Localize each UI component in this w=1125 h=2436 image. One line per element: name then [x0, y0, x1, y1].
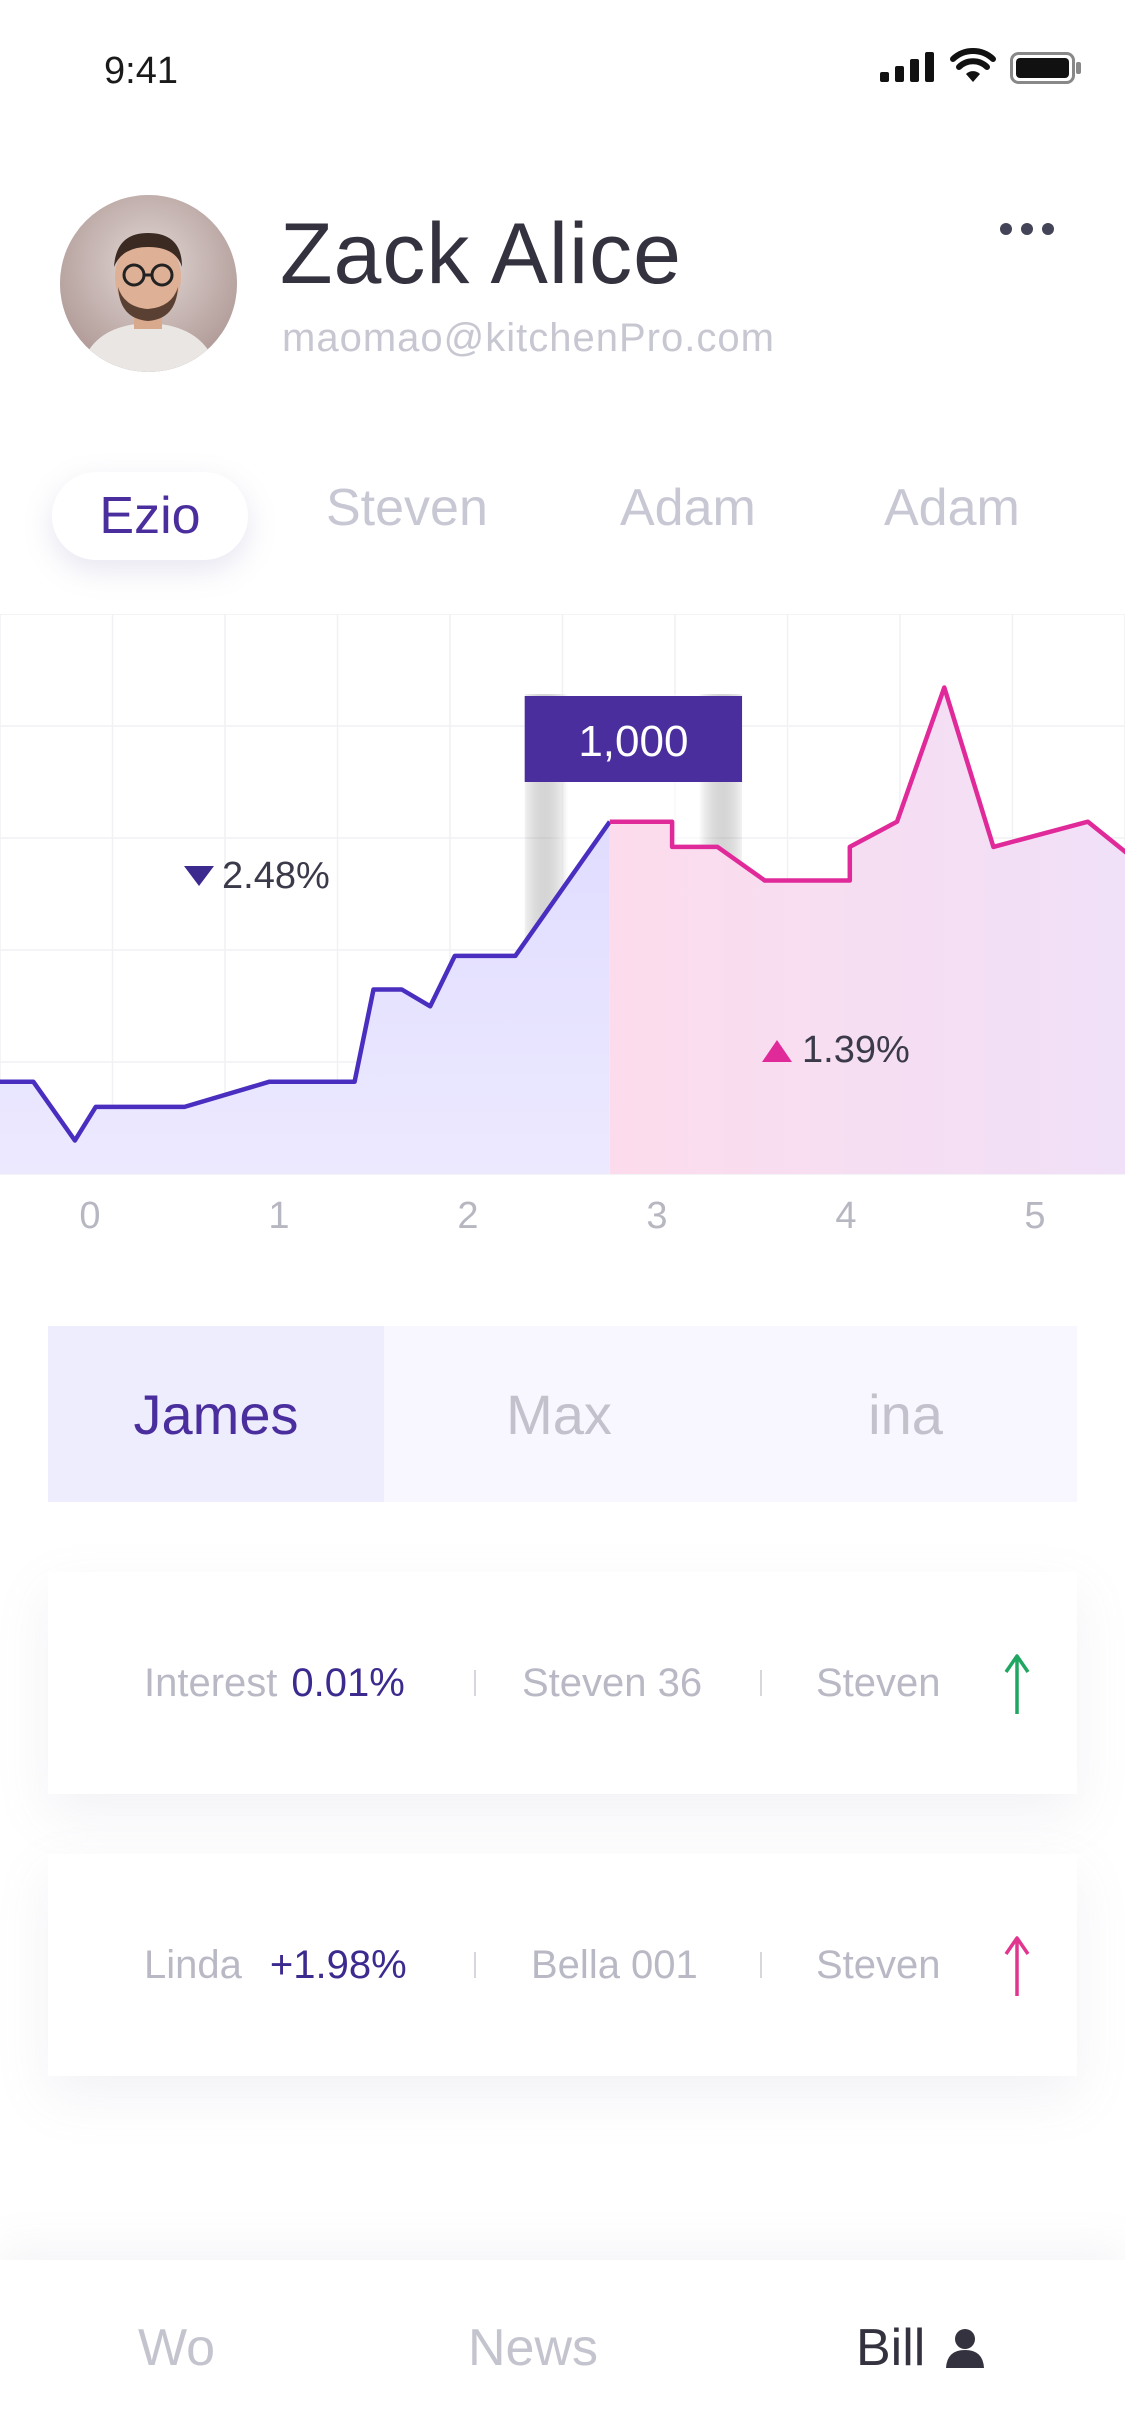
series-area-pink — [609, 687, 1125, 1174]
series-line-pink — [609, 685, 1125, 883]
avatar[interactable] — [60, 195, 237, 372]
tab-steven[interactable]: Steven — [326, 479, 488, 537]
annotation-down: 2.48% — [222, 855, 330, 897]
list-item[interactable]: Interest 0.01% Steven 36 Steven — [48, 1572, 1077, 1794]
row-value: 0.01% — [291, 1660, 405, 1705]
wifi-icon — [950, 48, 996, 82]
status-time: 9:41 — [104, 50, 178, 92]
annotation-up: 1.39% — [802, 1029, 910, 1071]
series-line-purple — [0, 820, 612, 1143]
row-right: Steven — [816, 1942, 941, 1987]
divider — [474, 1952, 476, 1978]
row-middle: Bella 001 — [531, 1942, 698, 1987]
row-label: Linda — [144, 1942, 242, 1987]
segment-max[interactable]: Max — [506, 1382, 612, 1446]
x-tick-label: 1 — [268, 1195, 289, 1234]
divider — [760, 1670, 762, 1696]
series-area-purple — [0, 821, 610, 1174]
battery-icon — [1010, 52, 1081, 84]
nav-bill[interactable]: Bill — [856, 2318, 987, 2378]
x-tick-label: 3 — [646, 1195, 667, 1234]
dot-icon — [1021, 223, 1033, 235]
nav-news[interactable]: News — [468, 2319, 599, 2377]
profile-email: maomao@kitchenPro.com — [282, 316, 775, 360]
bottom-navigation: Wo News Bill — [0, 2260, 1125, 2436]
dot-icon — [1000, 223, 1012, 235]
x-tick-label: 2 — [457, 1195, 478, 1234]
nav-bill-label: Bill — [856, 2319, 926, 2377]
x-tick-label: 0 — [79, 1195, 100, 1234]
row-label: Interest — [144, 1660, 278, 1705]
segmented-control: James Max ina — [48, 1326, 1077, 1502]
row-middle: Steven 36 — [522, 1660, 703, 1705]
row-right: Steven — [816, 1660, 941, 1705]
avatar-photo — [60, 195, 237, 372]
row-value: +1.98% — [269, 1942, 407, 1987]
divider — [760, 1952, 762, 1978]
segment-ina[interactable]: ina — [868, 1382, 943, 1446]
x-tick-label: 4 — [835, 1195, 856, 1234]
arrow-up-icon — [1004, 1654, 1030, 1714]
arrow-up-icon — [1004, 1936, 1030, 1996]
nav-wo[interactable]: Wo — [138, 2319, 216, 2377]
tooltip-value: 1,000 — [578, 717, 688, 766]
more-options-button[interactable] — [1000, 222, 1070, 248]
tab-adam[interactable]: Adam — [620, 479, 756, 537]
tooltip-box — [524, 696, 743, 782]
up-triangle-icon — [762, 1040, 792, 1062]
user-icon — [946, 2329, 985, 2368]
down-triangle-icon — [184, 866, 214, 886]
tab-adam-2[interactable]: Adam — [884, 479, 1020, 537]
tab-ezio[interactable]: Ezio — [52, 472, 248, 560]
dot-icon — [1042, 223, 1054, 235]
list-item[interactable]: Linda +1.98% Bella 001 Steven — [48, 1854, 1077, 2076]
cellular-signal-icon — [880, 52, 934, 82]
profile-name: Zack Alice — [280, 206, 682, 302]
divider — [474, 1670, 476, 1696]
x-tick-label: 5 — [1024, 1195, 1045, 1234]
price-chart[interactable]: 1,000 2.48% 1.39% 0 1 2 3 4 5 — [0, 614, 1125, 1234]
segment-james[interactable]: James — [48, 1326, 384, 1502]
